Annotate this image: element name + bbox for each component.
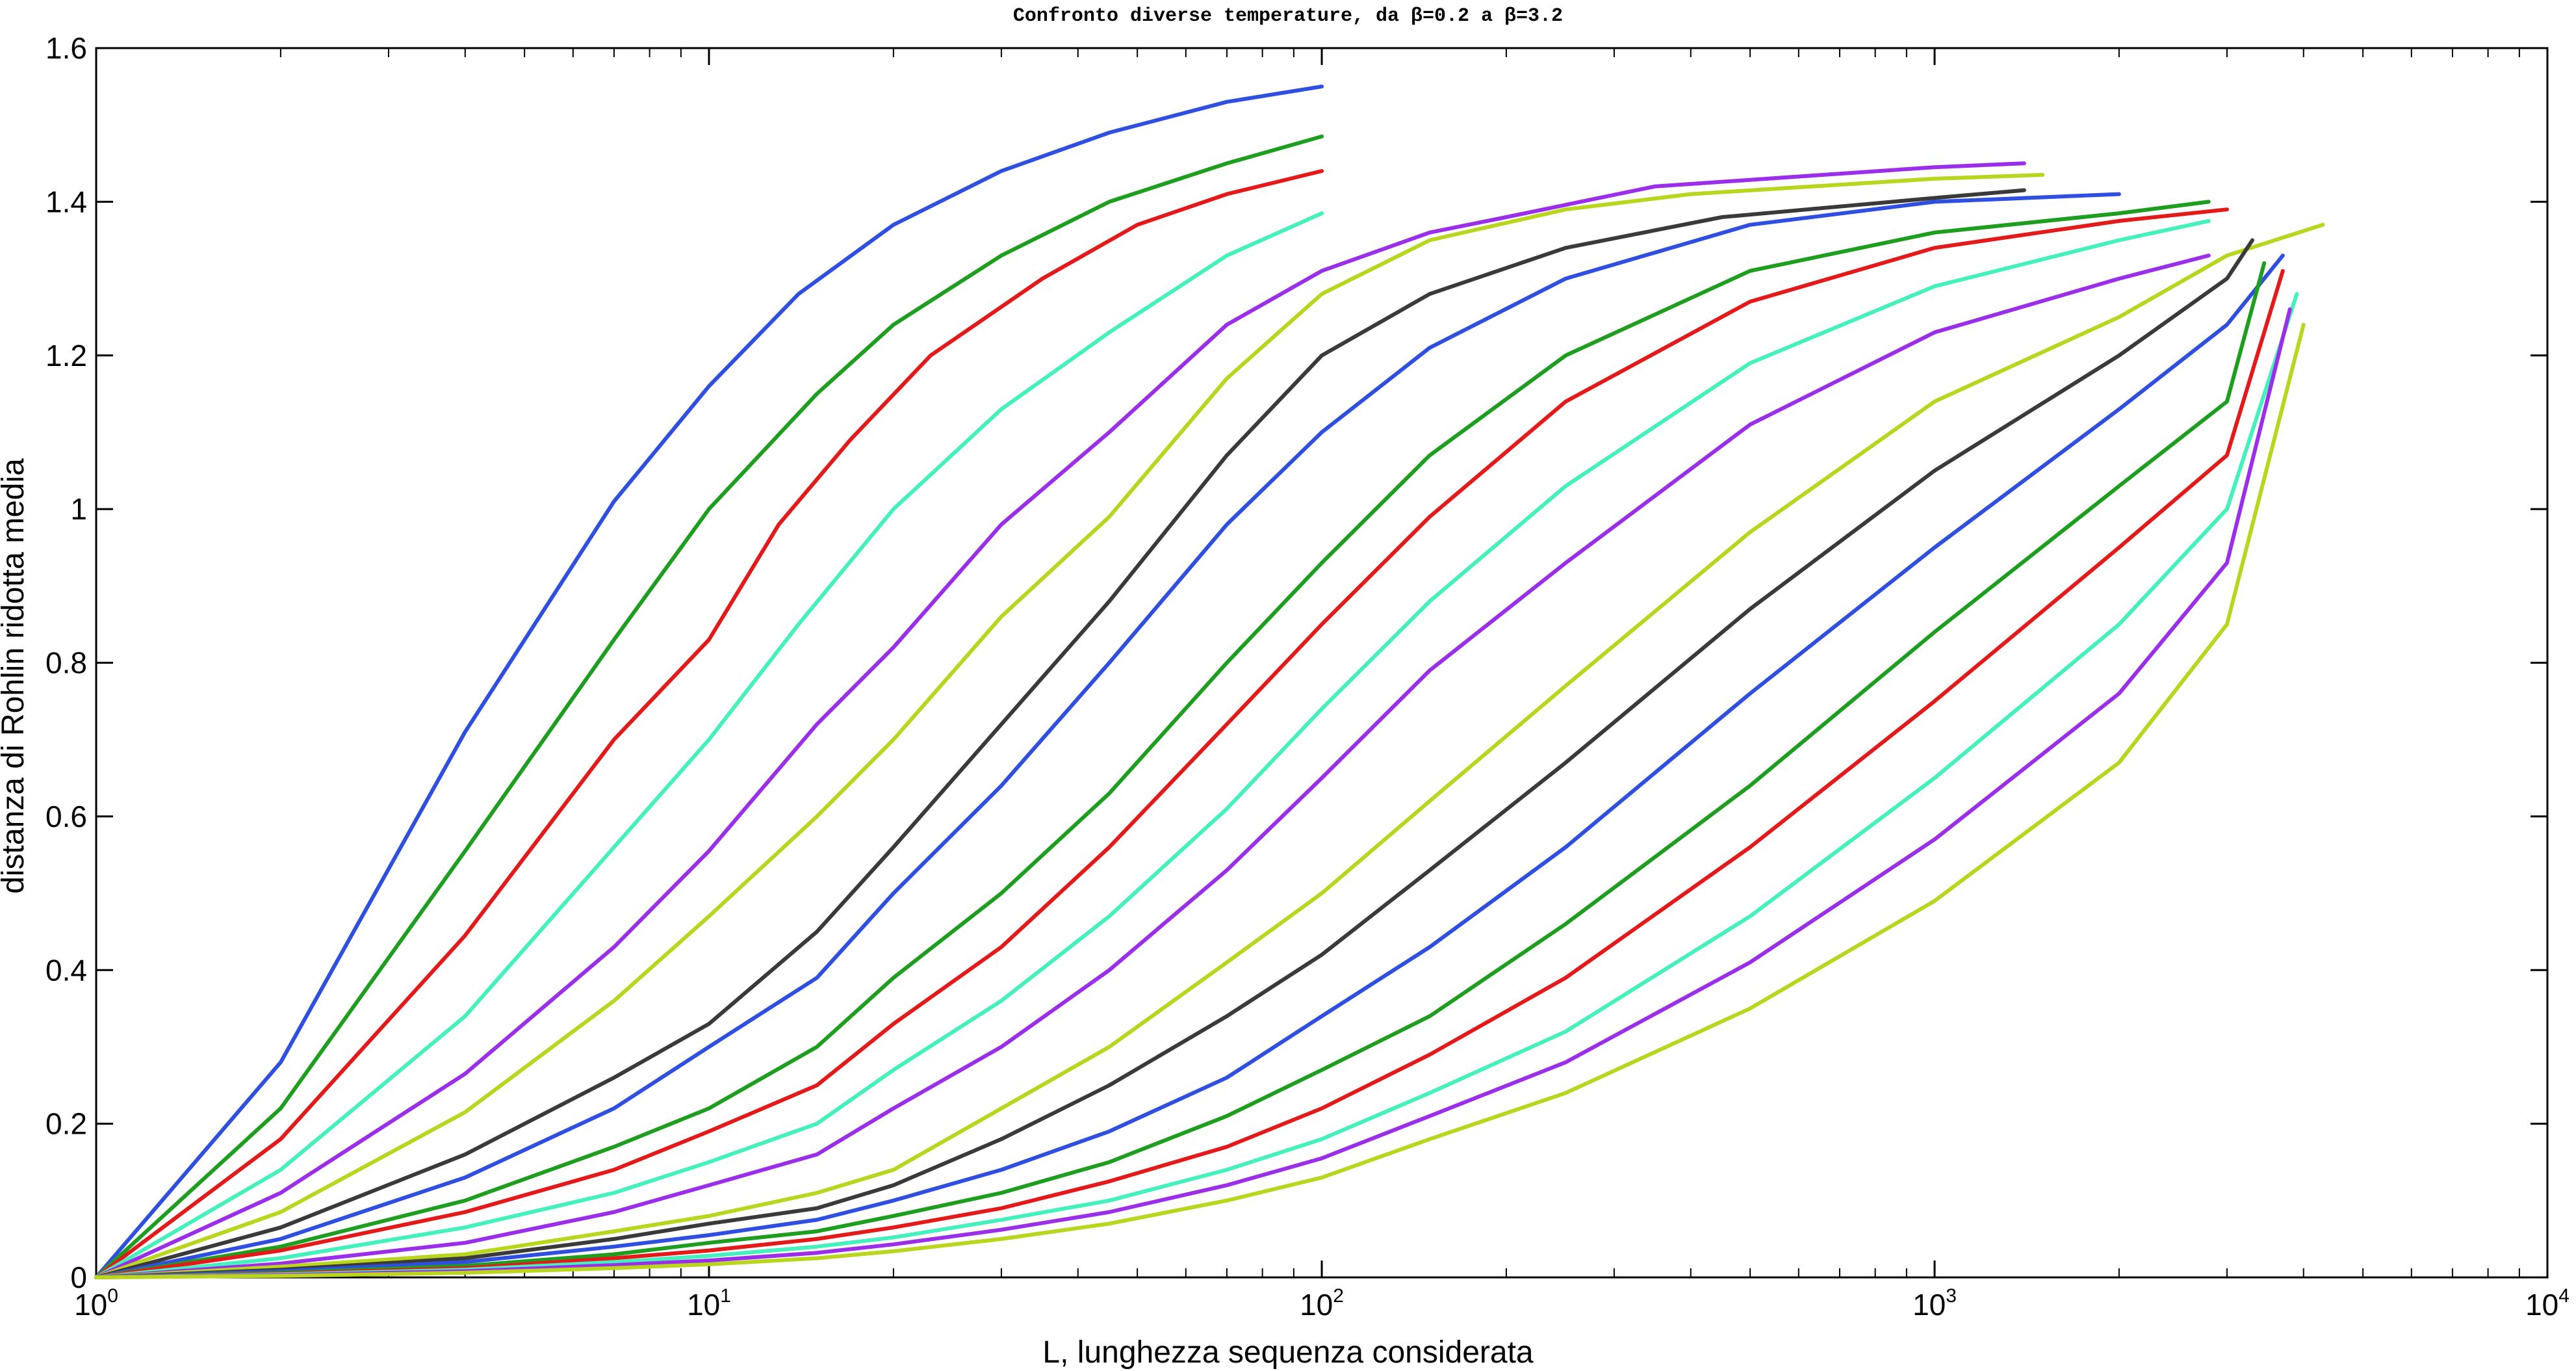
y-tick-label: 0.8 (45, 646, 87, 680)
x-tick-label: 104 (2525, 1285, 2570, 1322)
y-tick-label: 1.4 (45, 185, 87, 218)
series-line-6 (94, 173, 2045, 1279)
x-tick-label: 101 (687, 1285, 731, 1322)
series-line-18 (94, 292, 2299, 1279)
y-tick-label: 0 (70, 1260, 87, 1294)
series-line-20 (94, 322, 2306, 1279)
series-line-10 (94, 207, 2229, 1279)
series-line-11 (94, 218, 2211, 1279)
x-axis: 100 101 102 103 104 (74, 48, 2570, 1322)
series-line-14 (94, 238, 2254, 1279)
plot-area (94, 85, 2325, 1279)
chart-title: Confronto diverse temperature, da β=0.2 … (1013, 5, 1563, 27)
series-line-5 (94, 161, 2026, 1279)
x-tick-label: 100 (74, 1285, 118, 1322)
y-tick-label: 1 (70, 492, 87, 526)
x-tick-label: 102 (1300, 1285, 1344, 1322)
series-line-3 (94, 169, 1324, 1279)
y-tick-label: 0.4 (45, 953, 87, 987)
axes (95, 47, 2549, 1279)
x-axis-label: L, lunghezza sequenza considerata (1042, 1335, 1534, 1370)
series-line-4 (94, 211, 1324, 1279)
y-axis: 0 0.2 0.4 0.6 0.8 1 1.2 1.4 1.6 (45, 31, 2547, 1294)
series-line-2 (94, 134, 1324, 1279)
series-line-17 (94, 268, 2285, 1279)
series-line-1 (94, 85, 1324, 1279)
y-tick-label: 0.6 (45, 800, 87, 833)
series-line-12 (94, 254, 2211, 1279)
series-line-9 (94, 200, 2211, 1279)
series-line-15 (94, 254, 2285, 1279)
y-tick-label: 1.6 (45, 31, 87, 65)
series-line-16 (94, 261, 2267, 1279)
plot-frame (95, 47, 2549, 1279)
y-axis-label: distanza di Rohlin ridotta media (0, 458, 31, 894)
series-line-8 (94, 192, 2121, 1279)
y-tick-label: 1.2 (45, 339, 87, 372)
series-line-7 (94, 188, 2026, 1279)
series-line-13 (94, 222, 2325, 1279)
y-tick-label: 0.2 (45, 1107, 87, 1141)
x-tick-label: 103 (1913, 1285, 1957, 1322)
series-line-19 (94, 307, 2292, 1279)
